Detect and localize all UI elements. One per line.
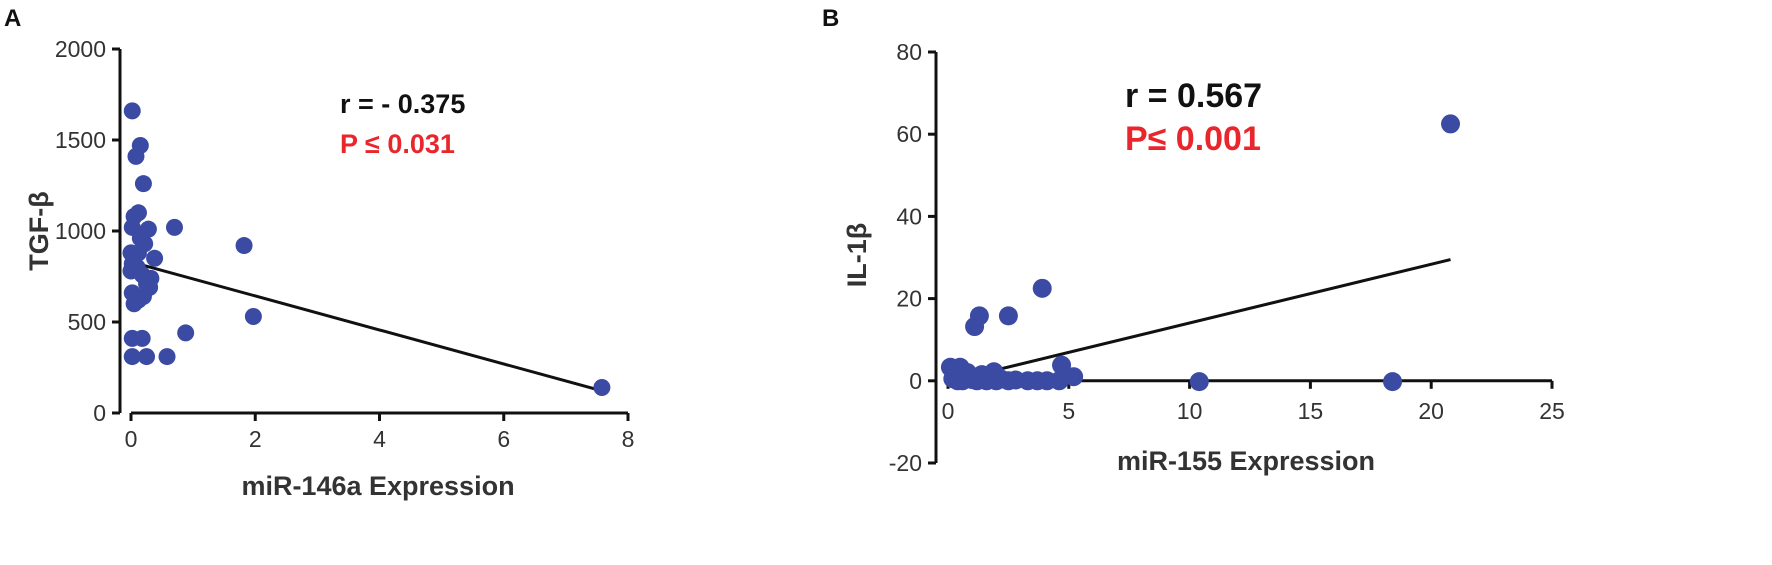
panel-b-trendline-group	[976, 258, 1451, 377]
panel-a-x-tick-label: 0	[125, 426, 138, 452]
panel-a-data-point	[134, 175, 152, 193]
panel-b-data-point	[1052, 355, 1072, 375]
panel-a-regression-line	[130, 260, 604, 393]
panel-a-axes: 0 500 1000 1500 2000 0 2 4 6 8	[55, 36, 635, 452]
panel-a-points	[122, 102, 611, 397]
panel-a-data-point	[133, 329, 151, 347]
panel-b-x-tick-label: 10	[1177, 398, 1203, 424]
panel-b-data-point	[1027, 371, 1047, 391]
panel-b-data-point	[965, 317, 985, 337]
panel-a-label: A	[4, 5, 21, 32]
panel-b-x-tick-label: 25	[1539, 398, 1565, 424]
panel-b-x-tick-label: 15	[1298, 398, 1324, 424]
panel-b-data-point	[1064, 367, 1084, 387]
panel-b-y-tick-label: 60	[896, 121, 922, 147]
panel-a-y-tick-label: 500	[68, 309, 106, 335]
panel-a-trendline-group	[130, 260, 604, 393]
panel-b-label: B	[822, 5, 839, 32]
panel-a-y-tick-label: 1500	[55, 127, 106, 153]
panel-a-x-tick-label: 8	[622, 426, 635, 452]
panel-a-data-point	[123, 102, 141, 120]
panel-a-data-point	[244, 308, 262, 326]
panel-b-p-value: P≤ 0.001	[1125, 120, 1261, 158]
panel-b-y-tick-label: 20	[896, 286, 922, 312]
panel-a-x-tick-label: 2	[249, 426, 262, 452]
panel-b-data-point	[1383, 372, 1403, 392]
panel-a-data-point	[138, 348, 156, 366]
panel-a-data-point	[127, 147, 145, 165]
panel-a-data-point	[123, 348, 141, 366]
panel-b-data-point	[1032, 278, 1052, 298]
panel-a-y-axis-title: TGF-β	[24, 191, 54, 270]
panel-b-r-value: r = 0.567	[1125, 77, 1262, 115]
panel-a-data-point	[177, 324, 195, 342]
panel-b-data-point	[960, 368, 980, 388]
panel-a-x-tick-label: 4	[373, 426, 386, 452]
panel-b-data-point	[998, 371, 1018, 391]
panel-b-regression-line	[976, 258, 1451, 377]
panel-a-data-point	[146, 249, 164, 267]
panel-a: A 0 500 1000 1500 2000 0 2 4 6 8 miR-146a Express…	[4, 5, 634, 501]
panel-b-y-tick-label: 40	[896, 203, 922, 229]
panel-a-p-value: P ≤ 0.031	[340, 129, 455, 159]
panel-b-y-axis-title: IL-1β	[842, 223, 872, 287]
panel-a-data-point	[158, 348, 176, 366]
panel-a-data-point	[165, 218, 183, 236]
panel-b-x-tick-label: 5	[1062, 398, 1075, 424]
panel-a-data-point	[235, 237, 253, 255]
panel-a-y-tick-label: 0	[93, 400, 106, 426]
panel-b-y-tick-label: -20	[889, 450, 922, 476]
panel-b-data-point	[998, 306, 1018, 326]
panel-a-r-value: r = - 0.375	[340, 89, 465, 119]
panel-b-data-point	[1189, 372, 1209, 392]
panel-a-data-point	[125, 295, 143, 313]
panel-b-data-point	[1441, 114, 1461, 134]
panel-b-y-tick-label: 0	[909, 368, 922, 394]
panel-b-x-tick-label: 0	[942, 398, 955, 424]
panel-b-data-point	[1049, 371, 1069, 391]
panel-b: B -20 0 20 40 60 80 0 5 10 15 20 25 miR-155 Express…	[822, 5, 1565, 476]
panel-a-y-tick-label: 2000	[55, 36, 106, 62]
panel-a-x-axis-title: miR-146a Expression	[241, 471, 514, 501]
panel-b-x-tick-label: 20	[1418, 398, 1444, 424]
panel-a-x-tick-label: 6	[497, 426, 510, 452]
panel-a-y-tick-label: 1000	[55, 218, 106, 244]
panel-b-points	[940, 114, 1461, 392]
panel-a-data-point	[593, 379, 611, 397]
panel-b-x-axis-title: miR-155 Expression	[1117, 446, 1375, 476]
panel-b-y-tick-label: 80	[896, 39, 922, 65]
